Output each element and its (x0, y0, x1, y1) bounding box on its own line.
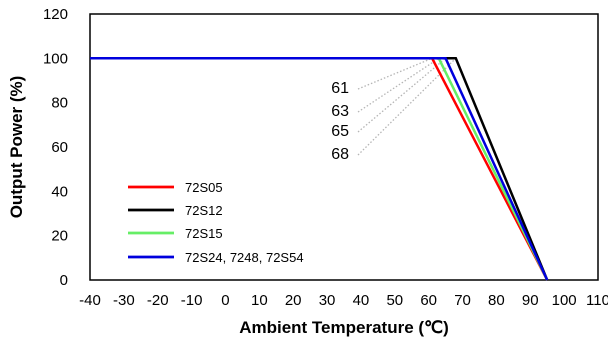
annotation-leader-line (357, 57, 447, 133)
x-tick-label: 80 (488, 292, 505, 309)
annotation-leaders (357, 57, 457, 156)
x-axis-title: Ambient Temperature (℃) (239, 318, 449, 337)
y-axis-title: Output Power (%) (7, 76, 26, 219)
y-tick-label: 60 (51, 139, 68, 156)
series-line-72s24-7248-72s54 (90, 57, 549, 281)
x-tick-label: 90 (522, 292, 539, 309)
y-tick-label: 40 (51, 183, 68, 200)
x-tick-label: 110 (586, 292, 608, 309)
annotation-leader-line (357, 57, 433, 90)
x-tick-label: 30 (319, 292, 336, 309)
annotation-label: 65 (331, 123, 349, 140)
x-tick-label: -10 (181, 292, 203, 309)
x-tick-label: 60 (420, 292, 437, 309)
annotation-labels: 61 63 65 68 (331, 80, 349, 163)
x-tick-label: -30 (113, 292, 135, 309)
y-tick-label: 120 (43, 6, 68, 23)
y-tick-label: 20 (51, 228, 68, 245)
legend: 72S05 72S12 72S15 72S24, 7248, 72S54 (128, 180, 304, 265)
annotation-label: 68 (331, 146, 349, 163)
y-tick-labels: 0 20 40 60 80 100 120 (43, 6, 68, 289)
x-tick-labels: -40 -30 -20 -10 0 10 20 30 40 50 60 70 80 90 100 110 (79, 292, 608, 309)
x-tick-label: 40 (353, 292, 370, 309)
series-line-72s12 (90, 57, 549, 281)
legend-label: 72S05 (185, 180, 223, 195)
x-tick-label: -40 (79, 292, 101, 309)
x-tick-label: 50 (386, 292, 403, 309)
annotation-label: 61 (331, 80, 349, 97)
series-line-72s05 (90, 57, 549, 281)
annotation-leader-line (357, 57, 440, 113)
x-tick-label: 10 (251, 292, 268, 309)
plot-frame (89, 13, 599, 281)
legend-label: 72S15 (185, 226, 223, 241)
x-tick-label: 20 (285, 292, 302, 309)
legend-label: 72S24, 7248, 72S54 (185, 250, 304, 265)
series-layer (90, 57, 549, 281)
y-tick-label: 100 (43, 50, 68, 67)
x-tick-label: 0 (221, 292, 229, 309)
annotation-label: 63 (331, 103, 349, 120)
x-tick-label: -20 (147, 292, 169, 309)
x-tick-label: 100 (552, 292, 577, 309)
x-tick-label: 70 (454, 292, 471, 309)
annotation-leader-line (357, 57, 457, 156)
y-tick-label: 0 (60, 272, 68, 289)
series-line-72s15 (90, 57, 549, 281)
y-tick-label: 80 (51, 95, 68, 112)
legend-label: 72S12 (185, 203, 223, 218)
